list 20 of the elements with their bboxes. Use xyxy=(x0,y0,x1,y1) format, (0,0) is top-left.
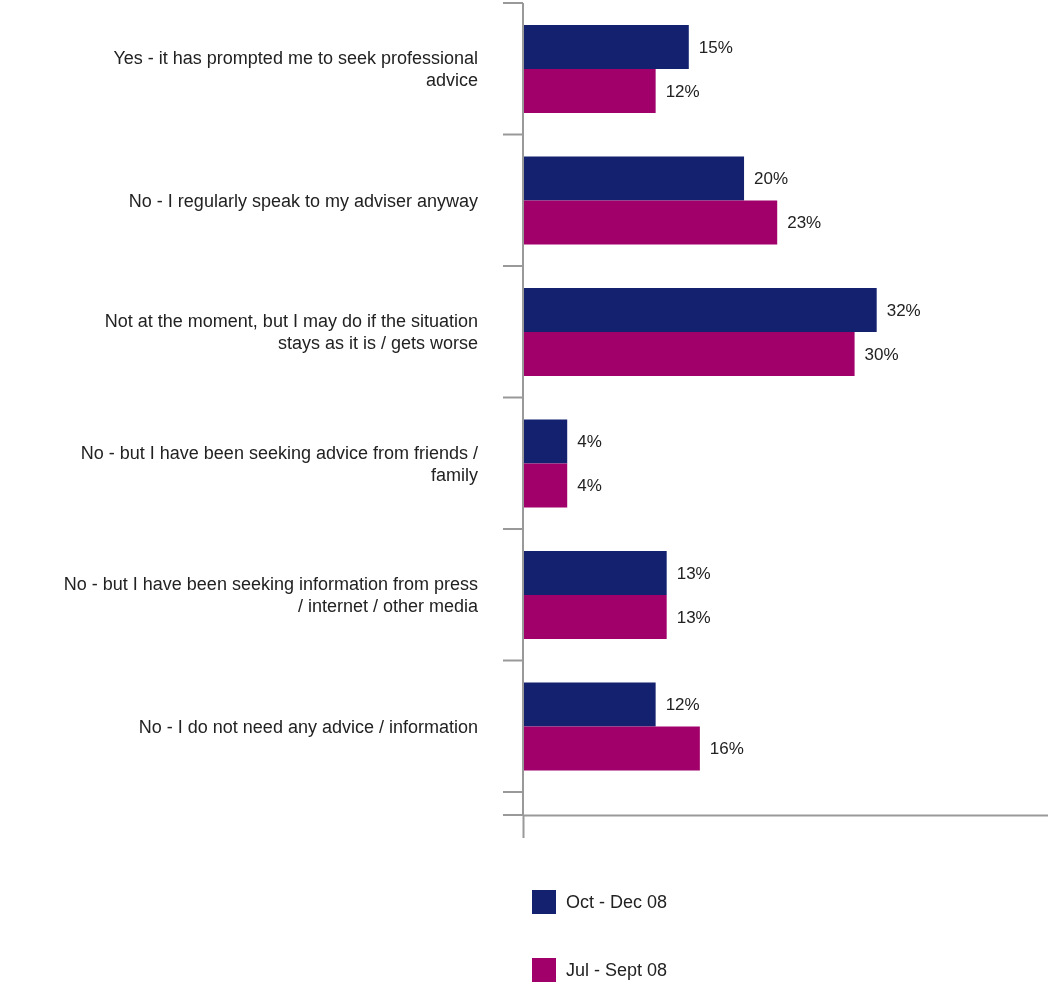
data-label: 12% xyxy=(665,81,700,101)
data-label: 20% xyxy=(754,169,789,189)
data-label: 13% xyxy=(676,563,711,583)
legend-label: Jul - Sept 08 xyxy=(566,960,668,981)
data-label: 13% xyxy=(676,607,711,627)
data-label: 23% xyxy=(787,213,822,233)
data-label: 4% xyxy=(577,476,602,496)
data-label: 32% xyxy=(886,300,921,320)
data-label: 12% xyxy=(665,695,700,715)
data-label: 30% xyxy=(864,344,899,364)
data-label: 15% xyxy=(698,37,733,57)
y-tick-label: No - I do not need any advice / information xyxy=(138,716,478,737)
data-label: 16% xyxy=(709,739,744,759)
y-tick-label: No - but I have been seeking advice from friends / family xyxy=(80,442,478,485)
y-tick-label: No - but I have been seeking information from press / internet / other media xyxy=(63,574,479,617)
y-tick-label: Yes - it has prompted me to seek professional advice xyxy=(113,48,478,91)
data-label: 4% xyxy=(577,432,602,452)
y-tick-label: No - I regularly speak to my adviser anyway xyxy=(128,190,478,211)
legend-label: Oct - Dec 08 xyxy=(566,892,668,913)
y-tick-label: Not at the moment, but I may do if the situation stays as it is / gets worse xyxy=(104,311,478,354)
